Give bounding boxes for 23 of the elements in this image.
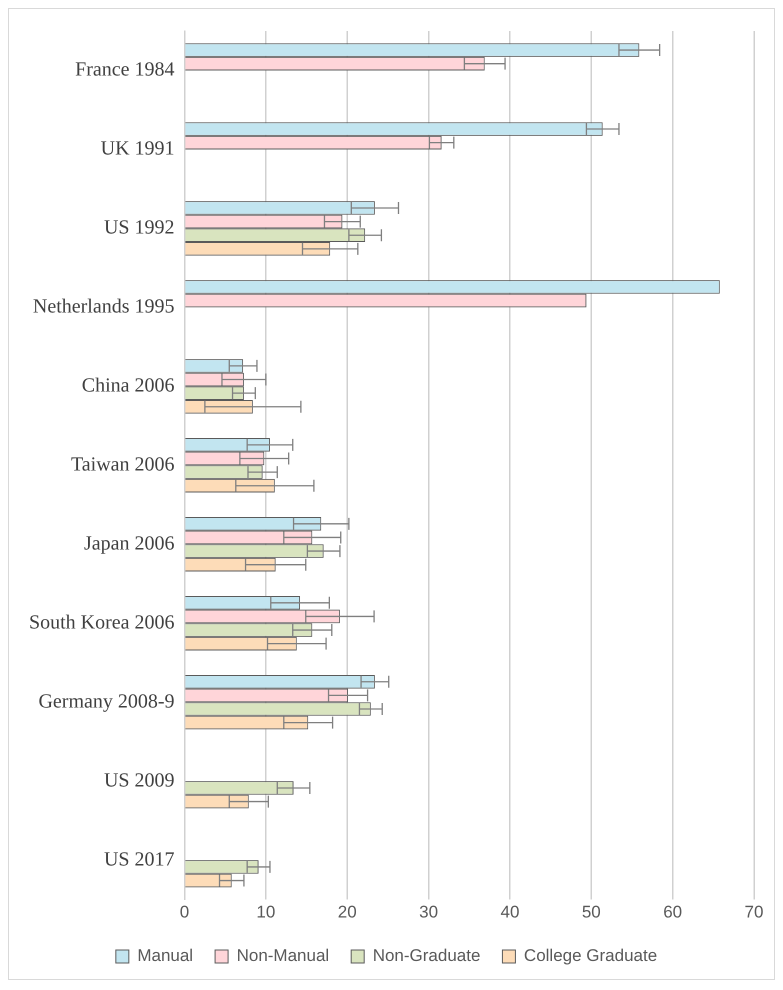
legend-label: College Graduate [524, 946, 658, 966]
legend-label: Non-Manual [236, 946, 330, 966]
x-tick-label: 60 [663, 902, 682, 922]
y-tick-label: Taiwan 2006 [70, 454, 175, 476]
y-tick-label: Netherlands 1995 [32, 296, 175, 318]
y-tick-label: Japan 2006 [84, 532, 175, 555]
legend-label: Non-Graduate [372, 946, 480, 966]
x-tick-label: 70 [744, 902, 764, 922]
legend-label: Manual [137, 946, 194, 966]
y-tick-label: US 2017 [104, 848, 175, 870]
x-tick-label: 40 [500, 902, 520, 922]
y-tick-label: UK 1991 [100, 138, 175, 160]
y-tick-label: France 1984 [75, 58, 175, 81]
x-tick-label: 30 [419, 902, 438, 922]
x-tick-label: 50 [582, 902, 601, 922]
y-tick-label: South Korea 2006 [28, 611, 175, 634]
y-tick-label: US 2009 [104, 769, 175, 792]
y-tick-label: US 1992 [104, 216, 175, 239]
x-tick-label: 10 [256, 902, 276, 922]
y-tick-label: Germany 2008-9 [38, 690, 175, 712]
x-tick-label: 0 [180, 902, 190, 922]
y-tick-label: China 2006 [82, 374, 175, 397]
x-tick-label: 20 [338, 902, 357, 922]
